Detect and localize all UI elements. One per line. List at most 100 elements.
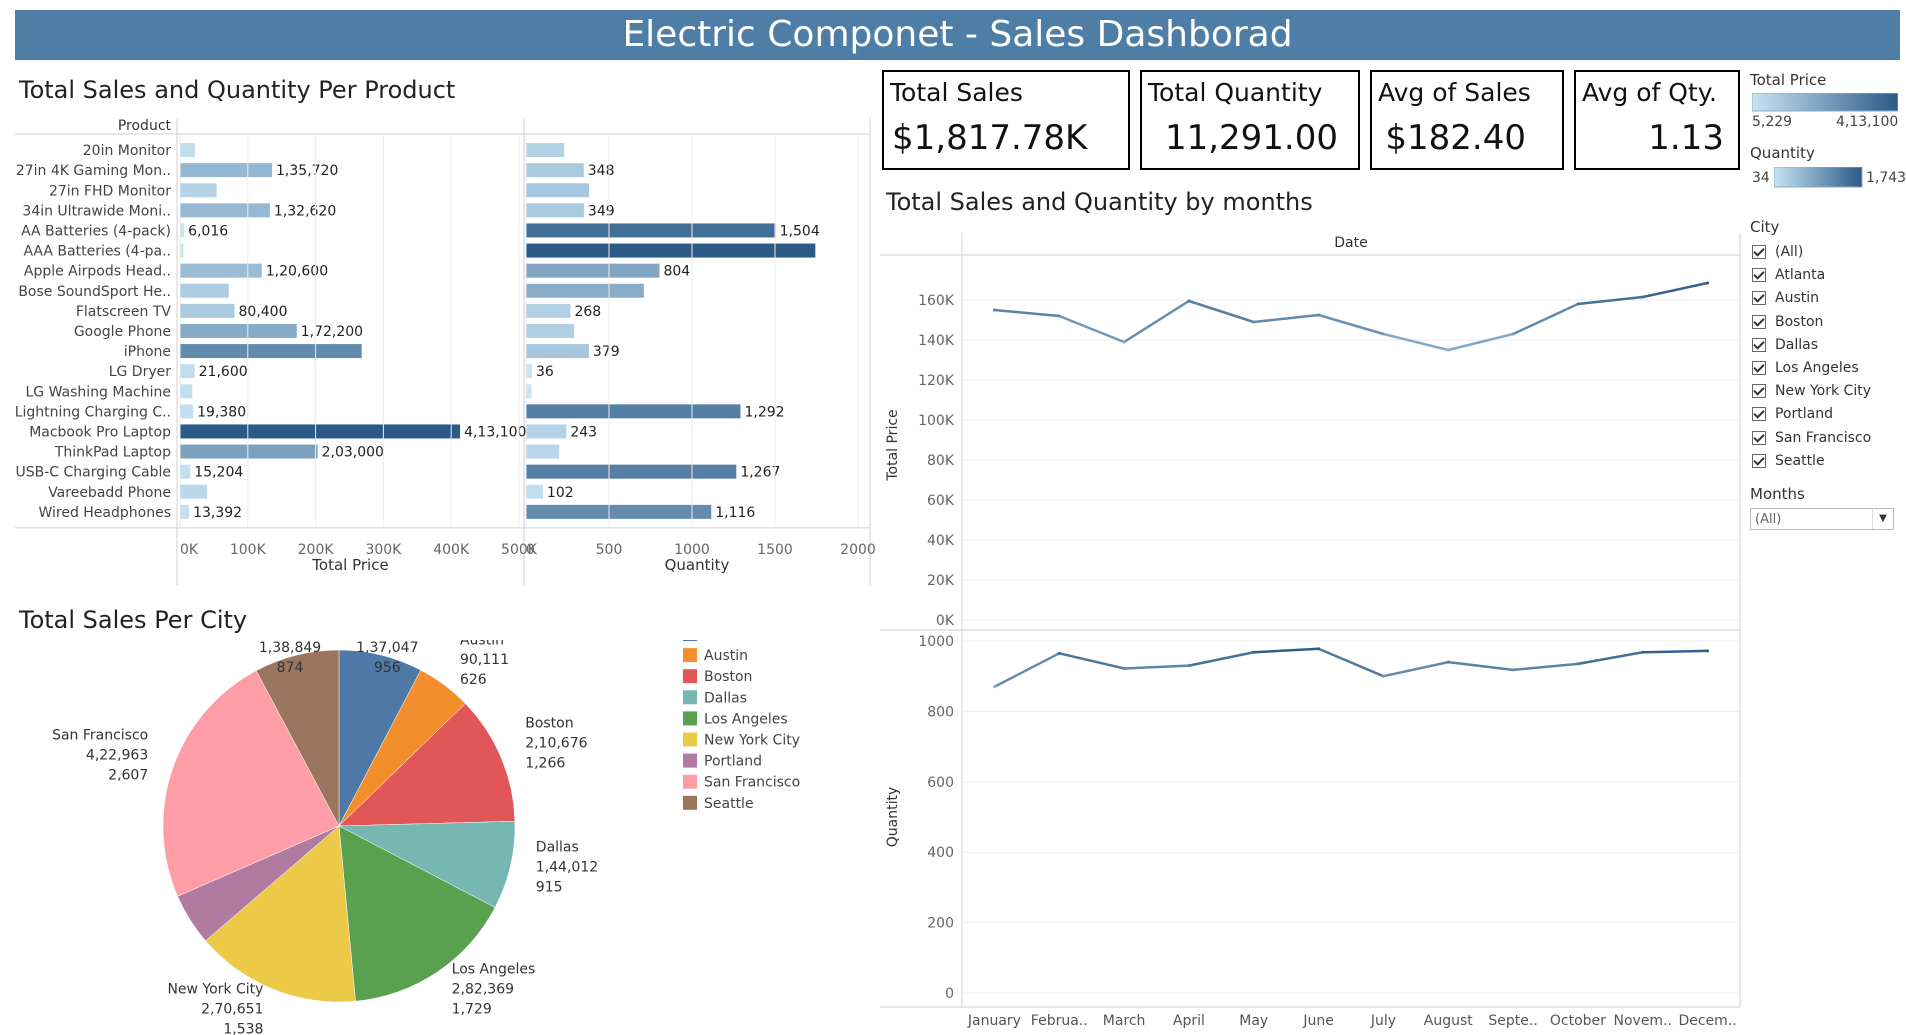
- product-label: iPhone: [124, 344, 171, 360]
- city-filter-item[interactable]: Atlanta: [1752, 265, 1825, 285]
- checkbox-checked-icon[interactable]: [1752, 291, 1766, 306]
- city-filter-item[interactable]: Boston: [1752, 312, 1823, 332]
- quantity-data-label: 268: [574, 304, 601, 320]
- quantity-bar: [526, 504, 712, 519]
- pie-slice: [255, 649, 340, 827]
- line-segment: [1122, 299, 1191, 344]
- slice-name-label: Dallas: [536, 839, 579, 855]
- pie-slice-label: Los Angeles 2,82,369 1,729: [452, 962, 536, 1018]
- line-segment: [1187, 299, 1255, 324]
- slice-name-label: New York City: [167, 981, 263, 997]
- product-bar-chart: Product 20in Monitor 27in 4K Gaming Mon.. 1…: [15, 118, 876, 585]
- pie-slice-label: Dallas 1,44,012 915: [536, 839, 598, 895]
- total-price-bar: [180, 203, 270, 218]
- city-filter-item[interactable]: New York City: [1752, 381, 1871, 401]
- checkbox-checked-icon[interactable]: [1752, 407, 1766, 422]
- total-price-data-label: 1,72,200: [301, 324, 363, 340]
- data-point: [1187, 299, 1191, 303]
- total-price-bar: [180, 223, 185, 238]
- y-tick-label: 20K: [927, 573, 955, 589]
- total-price-data-label: 21,600: [199, 364, 248, 380]
- data-point: [1252, 320, 1256, 324]
- x-tick-label: 100K: [230, 542, 267, 558]
- legend-swatch: [683, 648, 697, 663]
- checkbox-checked-icon[interactable]: [1752, 337, 1766, 352]
- checkbox-checked-icon[interactable]: [1752, 384, 1766, 399]
- y-tick-label: 140K: [918, 333, 955, 349]
- product-label: Flatscreen TV: [76, 304, 172, 320]
- legend-swatch: [683, 795, 697, 810]
- quantity-data-label: 348: [588, 163, 615, 179]
- line-segment: [1576, 651, 1644, 666]
- product-label: LG Washing Machine: [26, 384, 172, 400]
- data-point: [1317, 313, 1321, 317]
- city-filter-item[interactable]: Seattle: [1752, 451, 1825, 471]
- total-price-bar: [180, 243, 184, 258]
- slice-quantity-label: 915: [536, 879, 563, 895]
- line-segment: [1382, 332, 1450, 352]
- data-point: [1641, 295, 1645, 299]
- slice-name-label: San Francisco: [52, 728, 148, 744]
- total-price-data-label: 6,016: [188, 223, 228, 239]
- checkbox-checked-icon[interactable]: [1752, 453, 1766, 468]
- total-price-data-label: 1,32,620: [274, 203, 336, 219]
- checkbox-checked-icon[interactable]: [1752, 245, 1766, 259]
- legend-label: Seattle: [704, 796, 754, 812]
- monthly-line-chart: Date 0K 20K 40K 60K 80K 100K 120K 140K 160K Total …: [880, 233, 1741, 1029]
- total-price-data-label: 2,03,000: [322, 445, 384, 461]
- total-price-bar: [180, 484, 208, 499]
- legend-swatch: [683, 669, 697, 684]
- slice-value-label: 1,44,012: [536, 859, 598, 875]
- slice-quantity-label: 1,729: [452, 1002, 492, 1018]
- total-price-bar: [180, 504, 190, 519]
- checkbox-checked-icon[interactable]: [1752, 268, 1766, 283]
- city-filter-label: Dallas: [1775, 336, 1819, 353]
- quantity-data-label: 1,116: [715, 505, 755, 521]
- city-filter-item[interactable]: San Francisco: [1752, 428, 1871, 448]
- product-label: Google Phone: [74, 324, 171, 340]
- quantity-data-label: 243: [570, 424, 597, 440]
- pie-slice: [338, 821, 516, 908]
- checkbox-checked-icon[interactable]: [1752, 430, 1766, 445]
- city-filter-item[interactable]: Portland: [1752, 404, 1833, 424]
- quantity-bar: [526, 163, 584, 178]
- checkbox-checked-icon[interactable]: [1752, 361, 1766, 375]
- slice-value-label: 4,22,963: [86, 748, 148, 764]
- legend-swatch: [683, 753, 697, 768]
- quantity-bar: [526, 404, 741, 419]
- kpi-label: Total Quantity: [1148, 78, 1323, 107]
- total-price-bar: [180, 444, 318, 459]
- legend-swatch: [683, 711, 697, 726]
- data-point: [1381, 674, 1385, 678]
- legend-swatch: [683, 774, 697, 789]
- y-tick-label: 0K: [936, 613, 955, 629]
- total-price-bar: [180, 143, 195, 158]
- months-dropdown[interactable]: (All) ▼: [1750, 508, 1894, 530]
- city-filter-item[interactable]: Los Angeles: [1752, 358, 1859, 378]
- quantity-data-label: 36: [536, 364, 554, 380]
- quantity-data-label: 804: [663, 264, 690, 280]
- quantity-legend-max: 1,743: [1866, 170, 1906, 186]
- city-filter-item[interactable]: (All): [1752, 242, 1803, 262]
- product-label: AAA Batteries (4-pa..: [23, 244, 171, 260]
- total-price-data-label: 1,35,720: [276, 163, 338, 179]
- pie-slice-label: San Francisco 4,22,963 2,607: [52, 728, 148, 784]
- city-filter-item[interactable]: Austin: [1752, 288, 1819, 308]
- city-filter-item[interactable]: Dallas: [1752, 335, 1818, 355]
- x-axis-title: Quantity: [665, 556, 730, 574]
- quantity-data-label: 1,267: [740, 465, 780, 481]
- x-tick-label: October: [1550, 1013, 1606, 1029]
- quantity-bar: [526, 243, 816, 258]
- city-chart-title: Total Sales Per City: [19, 606, 248, 634]
- slice-name-label: Boston: [525, 716, 573, 732]
- x-tick-label: March: [1103, 1013, 1146, 1029]
- city-filter-label: (All): [1775, 244, 1804, 260]
- x-tick-label: 500: [596, 542, 623, 558]
- checkbox-checked-icon[interactable]: [1752, 314, 1766, 329]
- column-header: Date: [1334, 235, 1367, 251]
- chevron-down-icon: ▼: [1872, 509, 1893, 529]
- x-tick-label: 0: [526, 542, 535, 558]
- kpi-value: $1,817.78K: [892, 118, 1088, 158]
- total-price-bar: [180, 323, 297, 338]
- line-segment: [1252, 647, 1320, 654]
